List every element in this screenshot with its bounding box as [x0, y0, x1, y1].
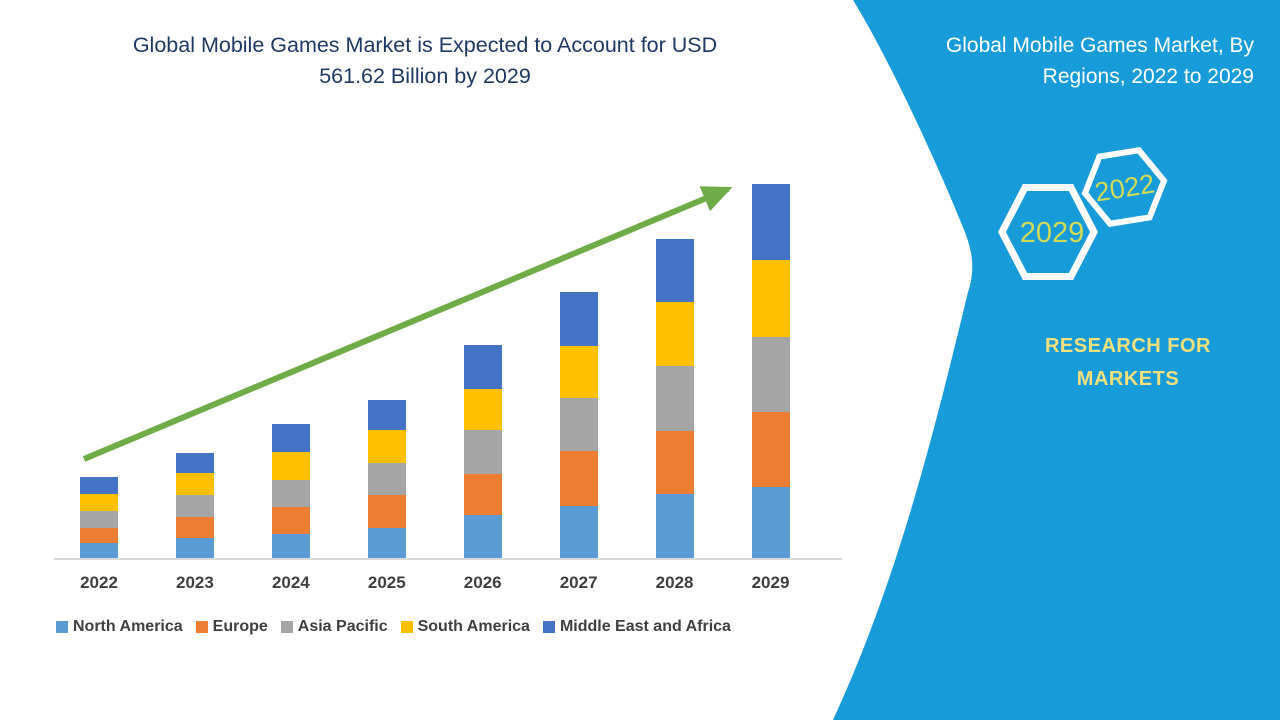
chart-title: Global Mobile Games Market is Expected t… [40, 30, 810, 92]
legend-item-asia-pacific: Asia Pacific [280, 618, 388, 636]
x-axis-label-2025: 2025 [367, 573, 406, 592]
x-axis-label-2029: 2029 [751, 573, 790, 592]
hexagon-2029: 2029 [998, 184, 1098, 280]
legend-swatch-icon [400, 621, 413, 633]
bar-segment-europe [655, 431, 694, 494]
bar-segment-europe [80, 528, 118, 543]
sidebar-title-line2: Regions, 2022 to 2029 [1042, 65, 1254, 88]
legend-label: Middle East and Africa [559, 618, 731, 635]
bar-2022 [80, 477, 118, 559]
chart-legend: North America Europe Asia Pacific South Ame… [56, 618, 731, 636]
legend-item-middle-east-and-africa: Middle East and Africa [542, 618, 731, 636]
x-axis-line [54, 558, 842, 560]
bar-segment-south-america [751, 260, 790, 337]
bar-segment-south-america [175, 473, 214, 495]
bar-segment-asia-pacific [655, 366, 694, 431]
legend-swatch-icon [56, 621, 68, 633]
chart-title-line2: 561.62 Billion by 2029 [319, 64, 531, 88]
legend-swatch-icon [280, 621, 293, 633]
legend-label: Europe [212, 618, 268, 635]
bar-segment-europe [175, 517, 214, 538]
x-axis-label-2022: 2022 [80, 573, 118, 592]
bar-2028 [655, 239, 694, 559]
bar-segment-middle-east-and-africa [80, 477, 118, 494]
brand-line2: MARKETS [1076, 368, 1180, 390]
legend-label: Asia Pacific [297, 618, 388, 635]
bar-segment-north-america [271, 534, 310, 559]
bar-segment-north-america [655, 494, 694, 559]
bar-segment-europe [463, 474, 502, 515]
x-axis-label-2023: 2023 [176, 573, 214, 592]
bar-2024 [271, 424, 310, 559]
hexagon-2022-label: 2022 [1093, 168, 1157, 207]
x-axis-label-2026: 2026 [463, 573, 502, 592]
bar-segment-north-america [751, 487, 790, 559]
bar-segment-south-america [271, 452, 310, 480]
brand-wordmark: RESEARCH FOR MARKETS [976, 330, 1280, 396]
bar-segment-south-america [80, 494, 118, 511]
legend-label: South America [417, 618, 530, 635]
bar-segment-north-america [367, 528, 406, 559]
bar-2029 [751, 184, 790, 559]
legend-swatch-icon [542, 621, 555, 633]
sidebar-title-line1: Global Mobile Games Market, By [945, 34, 1254, 57]
bar-segment-north-america [463, 515, 502, 559]
bar-segment-asia-pacific [463, 430, 502, 474]
bar-2025 [367, 400, 406, 559]
bar-segment-asia-pacific [271, 480, 310, 507]
bar-segment-europe [271, 507, 310, 534]
legend-item-europe: Europe [195, 618, 268, 636]
bar-2023 [175, 453, 214, 559]
brand-line1: RESEARCH FOR [1044, 335, 1211, 357]
bar-segment-south-america [655, 302, 694, 366]
bar-segment-middle-east-and-africa [751, 184, 790, 260]
sidebar-title: Global Mobile Games Market, By Regions, … [864, 30, 1254, 92]
legend-label: North America [73, 618, 183, 635]
hexagon-2029-outline [998, 184, 1098, 280]
hexagon-2022-outline [1081, 147, 1168, 227]
bar-segment-asia-pacific [559, 398, 598, 451]
bar-segment-middle-east-and-africa [559, 292, 598, 346]
bar-segment-south-america [367, 430, 406, 463]
bar-segment-asia-pacific [175, 495, 214, 517]
bar-segment-north-america [559, 506, 598, 559]
bar-2027 [559, 292, 598, 559]
bar-2026 [463, 345, 502, 559]
bar-segment-south-america [559, 346, 598, 398]
x-axis-label-2028: 2028 [655, 573, 694, 592]
bar-segment-north-america [175, 538, 214, 559]
bar-segment-north-america [80, 543, 118, 559]
bar-segment-middle-east-and-africa [463, 345, 502, 389]
bar-segment-europe [367, 495, 406, 528]
bar-segment-middle-east-and-africa [175, 453, 214, 473]
bar-segment-europe [559, 451, 598, 506]
bar-segment-asia-pacific [80, 511, 118, 528]
trend-arrow-line [82, 186, 733, 462]
x-axis-label-2024: 2024 [271, 573, 310, 592]
bar-segment-south-america [463, 389, 502, 430]
bar-segment-middle-east-and-africa [655, 239, 694, 302]
hexagon-2029-label: 2029 [1020, 217, 1085, 249]
bar-segment-middle-east-and-africa [367, 400, 406, 430]
x-axis-label-2027: 2027 [559, 573, 598, 592]
bar-segment-asia-pacific [751, 337, 790, 412]
bar-segment-middle-east-and-africa [271, 424, 310, 452]
legend-item-north-america: North America [56, 618, 183, 636]
legend-swatch-icon [195, 621, 208, 633]
legend-item-south-america: South America [400, 618, 530, 636]
hexagon-2022: 2022 [1081, 147, 1168, 227]
bar-segment-europe [751, 412, 790, 487]
bar-segment-asia-pacific [367, 463, 406, 495]
chart-title-line1: Global Mobile Games Market is Expected t… [132, 33, 718, 57]
